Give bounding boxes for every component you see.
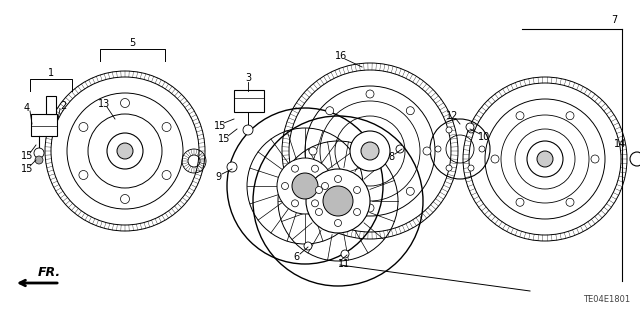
Circle shape xyxy=(326,107,333,115)
Circle shape xyxy=(435,146,441,152)
Bar xyxy=(46,96,56,114)
Bar xyxy=(31,114,57,136)
Circle shape xyxy=(34,148,44,158)
Circle shape xyxy=(446,127,452,133)
Circle shape xyxy=(366,204,374,212)
Circle shape xyxy=(292,173,318,199)
Circle shape xyxy=(162,122,171,131)
Circle shape xyxy=(406,187,414,195)
Circle shape xyxy=(312,165,319,172)
Text: 5: 5 xyxy=(129,38,136,48)
Circle shape xyxy=(79,170,88,180)
Circle shape xyxy=(566,112,574,120)
Text: 15: 15 xyxy=(218,134,230,144)
Circle shape xyxy=(446,165,452,171)
Circle shape xyxy=(282,182,289,189)
Circle shape xyxy=(366,90,374,98)
Circle shape xyxy=(227,162,237,172)
Circle shape xyxy=(277,158,333,214)
Circle shape xyxy=(479,146,485,152)
Circle shape xyxy=(527,141,563,177)
Circle shape xyxy=(566,198,574,206)
Text: 8: 8 xyxy=(388,152,394,162)
Circle shape xyxy=(516,112,524,120)
Circle shape xyxy=(316,187,323,194)
Circle shape xyxy=(468,127,474,133)
Text: 15: 15 xyxy=(21,164,33,174)
Circle shape xyxy=(466,123,474,131)
Text: FR.: FR. xyxy=(38,266,61,279)
Circle shape xyxy=(291,165,298,172)
Circle shape xyxy=(353,187,360,194)
Circle shape xyxy=(304,242,312,250)
Circle shape xyxy=(309,147,317,155)
Text: 13: 13 xyxy=(98,99,110,109)
Circle shape xyxy=(591,155,599,163)
Circle shape xyxy=(243,125,253,135)
Circle shape xyxy=(423,147,431,155)
Text: 14: 14 xyxy=(614,139,626,149)
Text: 6: 6 xyxy=(293,252,299,262)
Circle shape xyxy=(321,182,328,189)
Circle shape xyxy=(312,200,319,207)
Circle shape xyxy=(326,187,333,195)
Text: 2: 2 xyxy=(60,101,66,111)
Text: 1: 1 xyxy=(48,68,54,78)
Circle shape xyxy=(516,198,524,206)
Circle shape xyxy=(323,186,353,216)
Circle shape xyxy=(35,156,43,164)
Bar xyxy=(234,90,264,112)
Circle shape xyxy=(335,175,342,182)
Text: 16: 16 xyxy=(335,51,347,61)
Circle shape xyxy=(341,250,349,258)
Circle shape xyxy=(468,165,474,171)
Text: 15: 15 xyxy=(21,151,33,161)
Text: 10: 10 xyxy=(478,132,490,142)
Text: 15: 15 xyxy=(214,121,226,131)
Circle shape xyxy=(107,133,143,169)
Circle shape xyxy=(306,169,370,233)
Circle shape xyxy=(350,131,390,171)
Circle shape xyxy=(162,170,171,180)
Circle shape xyxy=(396,145,404,153)
Text: 12: 12 xyxy=(446,111,458,121)
Circle shape xyxy=(120,99,129,108)
Text: 7: 7 xyxy=(611,15,617,25)
Text: 9: 9 xyxy=(215,172,221,182)
Circle shape xyxy=(335,219,342,226)
Circle shape xyxy=(491,155,499,163)
Text: 11: 11 xyxy=(338,259,350,269)
Circle shape xyxy=(291,200,298,207)
Text: TE04E1801: TE04E1801 xyxy=(583,295,630,304)
Circle shape xyxy=(117,143,133,159)
Text: 3: 3 xyxy=(245,73,251,83)
Circle shape xyxy=(120,195,129,204)
Circle shape xyxy=(537,151,553,167)
Circle shape xyxy=(79,122,88,131)
Circle shape xyxy=(361,142,379,160)
Circle shape xyxy=(406,107,414,115)
Circle shape xyxy=(353,209,360,216)
Circle shape xyxy=(316,209,323,216)
Text: 4: 4 xyxy=(24,103,30,113)
